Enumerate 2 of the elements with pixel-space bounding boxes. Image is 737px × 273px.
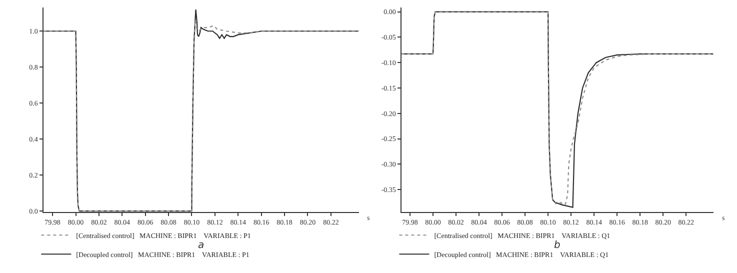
text: b <box>554 240 560 251</box>
text: a <box>198 240 204 251</box>
